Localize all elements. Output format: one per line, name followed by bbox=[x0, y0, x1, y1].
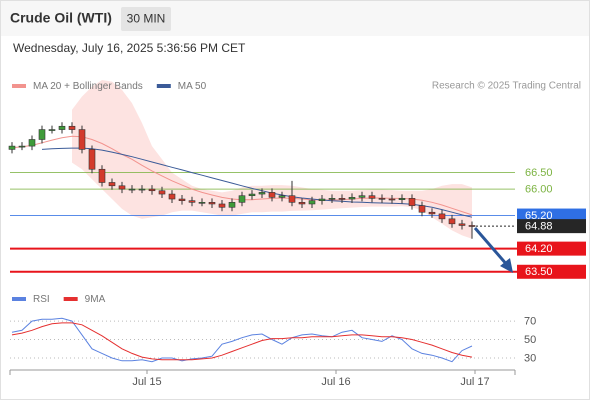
legend-swatch bbox=[63, 297, 78, 301]
level-label: 64.20 bbox=[525, 243, 553, 255]
candle-body bbox=[318, 198, 326, 201]
legend-label: MA 50 bbox=[178, 81, 207, 92]
y-tick-label: 30 bbox=[524, 352, 536, 364]
y-tick-label: 70 bbox=[524, 315, 536, 327]
candle-body bbox=[38, 129, 46, 140]
candle-body bbox=[178, 198, 186, 201]
candle-body bbox=[168, 193, 176, 200]
candle-body bbox=[358, 195, 366, 198]
candle-body bbox=[68, 125, 76, 130]
candle-body bbox=[158, 190, 166, 195]
candle-body bbox=[298, 202, 306, 205]
legend-swatch bbox=[156, 84, 171, 88]
candle-body bbox=[278, 195, 286, 198]
candle-body bbox=[48, 129, 56, 131]
candle-body bbox=[438, 213, 446, 220]
timeframe-badge[interactable] bbox=[121, 7, 171, 31]
candle-body bbox=[228, 202, 236, 208]
candle-body bbox=[308, 200, 316, 205]
level-box bbox=[517, 241, 586, 256]
x-tick-label: Jul 15 bbox=[132, 376, 161, 388]
candle-body bbox=[338, 198, 346, 200]
timeframe: 30 MIN bbox=[127, 12, 166, 26]
level-label: 66.50 bbox=[525, 167, 553, 179]
candle-body bbox=[378, 198, 386, 200]
candle-body bbox=[128, 188, 136, 191]
candle-body bbox=[198, 202, 206, 204]
forecast-arrow bbox=[473, 227, 510, 267]
candle-body bbox=[408, 198, 416, 206]
candle-body bbox=[258, 192, 266, 195]
level-box bbox=[517, 219, 586, 234]
candle-body bbox=[448, 218, 456, 225]
candle-body bbox=[328, 198, 336, 200]
candle-body bbox=[218, 203, 226, 208]
candle-body bbox=[58, 125, 66, 130]
candle-body bbox=[458, 223, 466, 226]
x-tick-label: Jul 16 bbox=[321, 376, 350, 388]
candle-body bbox=[108, 182, 116, 187]
legend-swatch bbox=[12, 84, 26, 88]
level-box bbox=[517, 264, 586, 279]
candle-body bbox=[418, 205, 426, 213]
candle-body bbox=[238, 195, 246, 203]
candle-body bbox=[8, 145, 16, 150]
header-bar bbox=[0, 0, 590, 36]
title: Crude Oil (WTI) bbox=[10, 10, 112, 26]
candle-body bbox=[78, 129, 86, 150]
indicator-line bbox=[11, 322, 473, 361]
candle-body bbox=[88, 149, 96, 170]
candle-body bbox=[388, 198, 396, 201]
candle-body bbox=[148, 188, 156, 192]
candle-body bbox=[368, 195, 376, 199]
level-box bbox=[517, 208, 586, 223]
y-tick-label: 50 bbox=[524, 334, 536, 346]
candle-body bbox=[18, 145, 26, 148]
candle-body bbox=[28, 139, 36, 147]
candle-body bbox=[288, 195, 296, 203]
credit: Research © 2025 Trading Central bbox=[432, 81, 581, 92]
level-label: 64.88 bbox=[525, 221, 553, 233]
candle-body bbox=[248, 193, 256, 197]
candle-body bbox=[188, 200, 196, 203]
candle-body bbox=[428, 211, 436, 215]
legend-label: MA 20 + Bollinger Bands bbox=[33, 81, 143, 92]
candle-body bbox=[268, 192, 276, 198]
candle-body bbox=[348, 197, 356, 200]
legend-label: 9MA bbox=[85, 294, 106, 305]
candle-body bbox=[208, 202, 216, 205]
legend-swatch bbox=[12, 297, 26, 301]
level-label: 65.20 bbox=[525, 210, 553, 222]
x-tick-label: Jul 17 bbox=[460, 376, 489, 388]
datetime: Wednesday, July 16, 2025 5:36:56 PM CET bbox=[13, 41, 246, 55]
candle-body bbox=[138, 188, 146, 191]
candle-body bbox=[398, 198, 406, 200]
candle-body bbox=[468, 225, 476, 227]
candle-body bbox=[98, 168, 106, 183]
level-label: 66.00 bbox=[525, 184, 553, 196]
level-label: 63.50 bbox=[525, 266, 553, 278]
arrow-head bbox=[500, 258, 513, 273]
candle-body bbox=[118, 185, 126, 190]
legend-label: RSI bbox=[33, 294, 50, 305]
moving-average bbox=[41, 147, 473, 218]
